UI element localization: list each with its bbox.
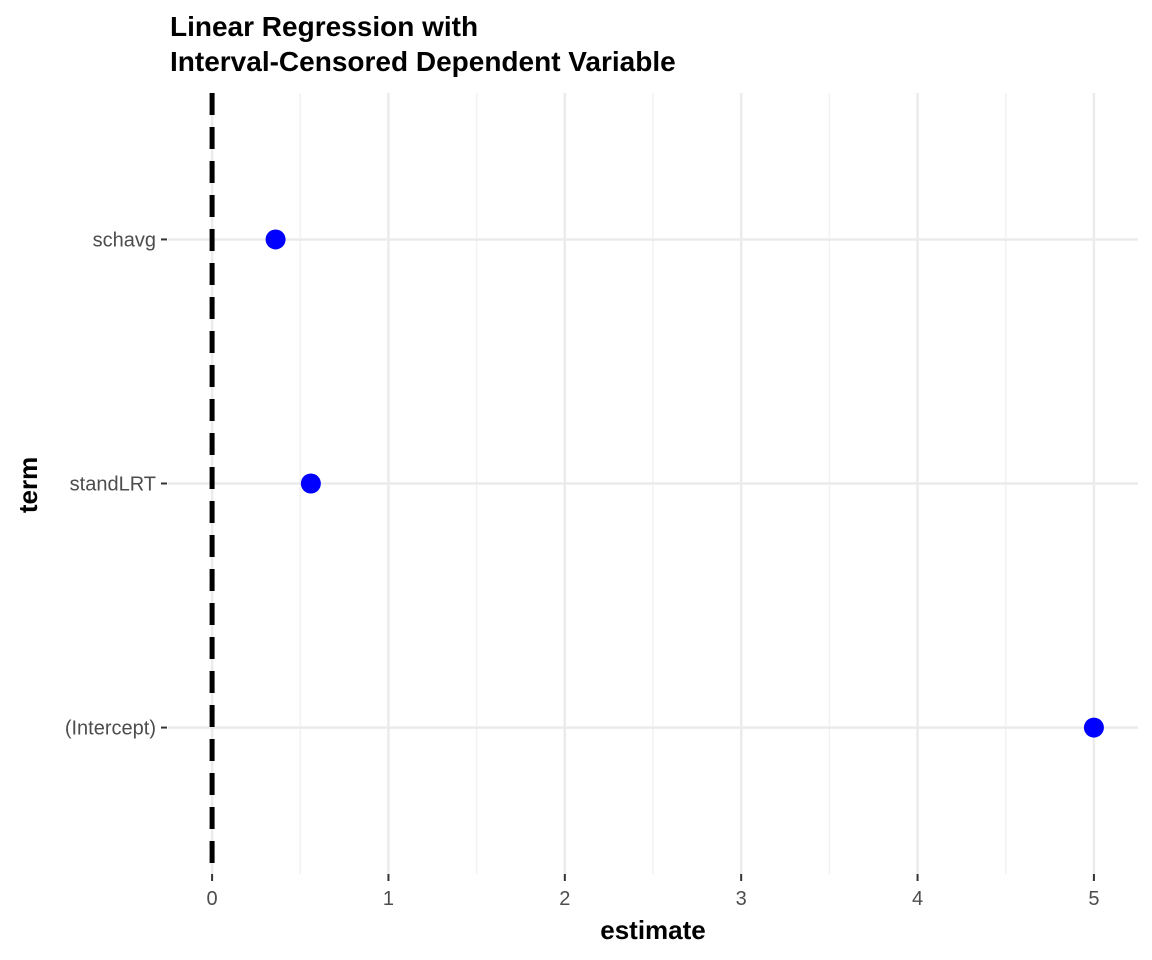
x-tick-label: 1 xyxy=(383,888,394,910)
x-tick-label: 4 xyxy=(912,888,923,910)
data-point-schavg xyxy=(265,229,286,250)
data-point-standlrt xyxy=(300,473,321,494)
x-tick-label: 2 xyxy=(559,888,570,910)
x-axis-title: estimate xyxy=(600,915,706,945)
data-point-intercept xyxy=(1083,717,1104,738)
y-tick-label: (Intercept) xyxy=(65,718,156,740)
x-tick-label: 5 xyxy=(1088,888,1099,910)
x-axis-ticks: 0 1 2 3 4 5 xyxy=(207,874,1099,910)
y-axis-ticks: (Intercept) standLRT schavg xyxy=(65,229,167,740)
chart-title-line-1: Linear Regression with xyxy=(170,11,478,42)
y-tick-label: standLRT xyxy=(70,474,156,496)
x-tick-label: 0 xyxy=(207,888,218,910)
data-points xyxy=(265,229,1104,738)
x-tick-label: 3 xyxy=(736,888,747,910)
chart-title-line-2: Interval-Censored Dependent Variable xyxy=(170,46,676,77)
y-axis-title: term xyxy=(13,457,43,513)
y-tick-label: schavg xyxy=(93,229,156,251)
